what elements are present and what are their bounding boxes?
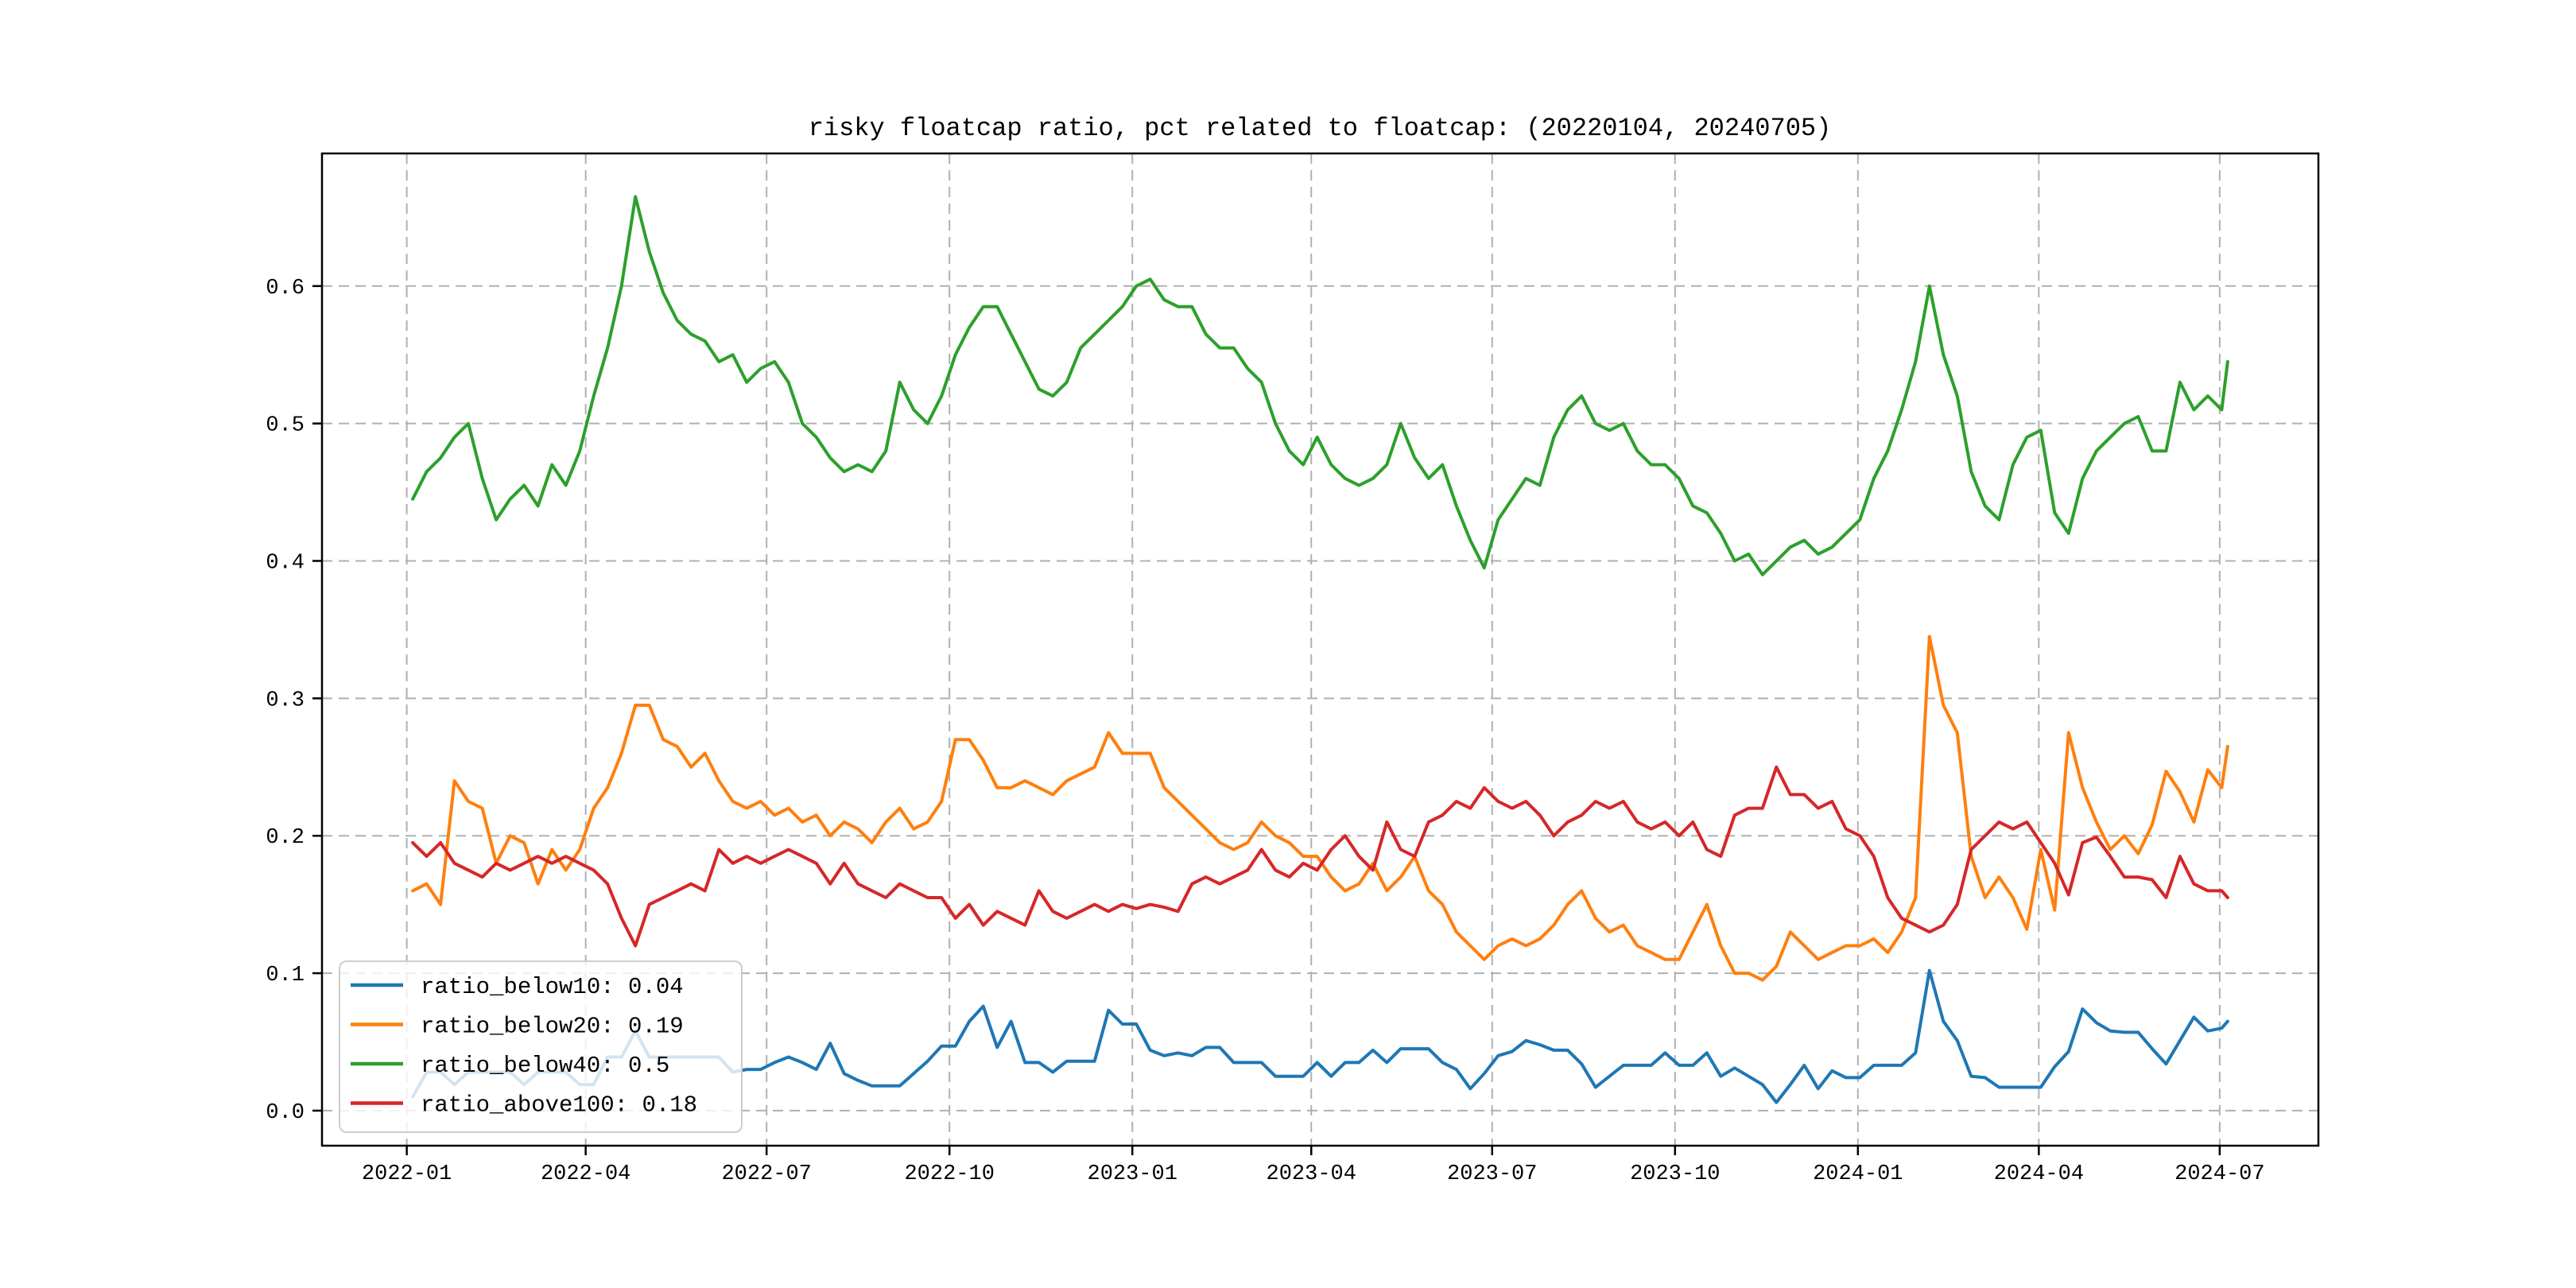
x-tick-label: 2023-04 [1267, 1162, 1356, 1186]
y-tick-label: 0.2 [266, 826, 305, 850]
legend-label: ratio_below40: 0.5 [421, 1053, 669, 1079]
x-tick-label: 2022-10 [904, 1162, 994, 1186]
legend: ratio_below10: 0.04 ratio_below20: 0.19 ra… [339, 960, 743, 1133]
x-tick-label: 2022-01 [362, 1162, 452, 1186]
x-tick-label: 2023-07 [1447, 1162, 1537, 1186]
x-tick-label: 2022-07 [721, 1162, 811, 1186]
legend-label: ratio_below10: 0.04 [421, 974, 684, 1000]
y-tick-label: 0.0 [266, 1101, 305, 1125]
y-tick-label: 0.3 [266, 689, 305, 712]
y-tick-label: 0.6 [266, 277, 305, 301]
y-tick-label: 0.4 [266, 552, 305, 576]
series-line-ratio_below20 [411, 634, 2229, 982]
x-tick-label: 2024-04 [1994, 1162, 2084, 1186]
plot-border [320, 152, 2320, 1147]
chart-title: risky floatcap ratio, pct related to flo… [809, 114, 1832, 143]
series-line-ratio_above100 [411, 765, 2229, 948]
axis-ticks [312, 285, 2221, 1155]
x-tick-label: 2024-01 [1813, 1162, 1903, 1186]
x-tick-label: 2022-04 [541, 1162, 630, 1186]
y-tick-label: 0.5 [266, 414, 305, 438]
legend-label: ratio_below20: 0.19 [421, 1014, 684, 1040]
legend-label: ratio_above100: 0.18 [421, 1092, 697, 1119]
x-tick-label: 2024-07 [2174, 1162, 2264, 1186]
legend-box [339, 960, 743, 1133]
axis-tick-labels: 2022-01 2022-04 2022-07 2022-10 2023-01 2023-… [266, 277, 2264, 1186]
x-tick-label: 2023-10 [1630, 1162, 1720, 1186]
x-tick-label: 2023-01 [1088, 1162, 1177, 1186]
y-tick-label: 0.1 [266, 964, 305, 987]
series-line-ratio_below40 [411, 195, 2229, 576]
